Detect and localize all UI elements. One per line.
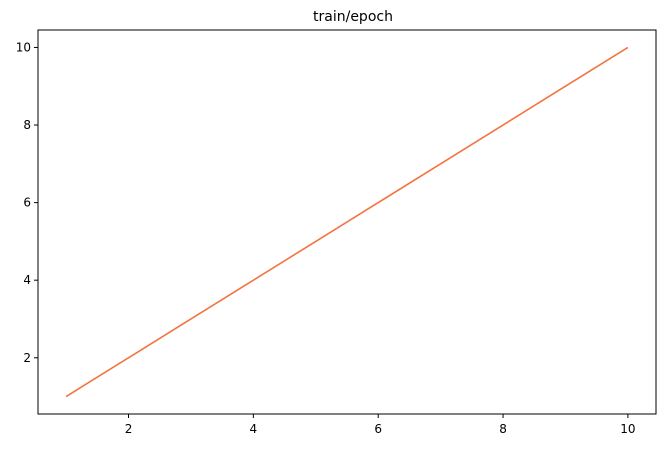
y-tick-label-2: 2 bbox=[23, 351, 31, 365]
series-layer bbox=[65, 46, 629, 398]
x-tick-label-10: 10 bbox=[620, 422, 635, 436]
x-tick-label-4: 4 bbox=[250, 422, 258, 436]
x-tick-label-8: 8 bbox=[499, 422, 507, 436]
x-tick-label-2: 2 bbox=[125, 422, 133, 436]
y-tick-label-10: 10 bbox=[16, 40, 31, 54]
y-tick-label-8: 8 bbox=[23, 118, 31, 132]
y-tick-label-4: 4 bbox=[23, 273, 31, 287]
plot-frame bbox=[37, 29, 657, 415]
y-tick-label-6: 6 bbox=[23, 196, 31, 210]
series-line-0 bbox=[65, 46, 629, 398]
axes-layer: 2 4 6 8 10 2 4 6 8 10 bbox=[16, 29, 657, 436]
x-tick-label-6: 6 bbox=[374, 422, 382, 436]
chart-title: train/epoch bbox=[313, 9, 393, 25]
